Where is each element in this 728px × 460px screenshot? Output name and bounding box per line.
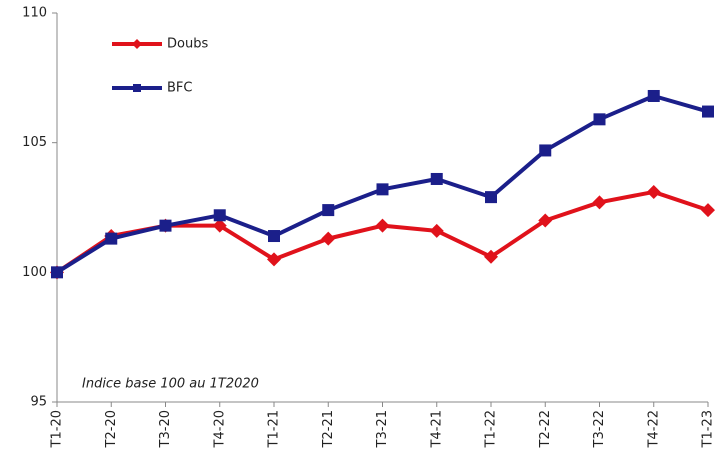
- marker: [268, 230, 280, 243]
- x-tick-label: T1-23: [701, 410, 716, 448]
- x-tick-label: T1-20: [50, 410, 65, 448]
- marker: [702, 105, 714, 118]
- marker: [429, 223, 444, 238]
- marker: [321, 231, 336, 246]
- marker: [538, 213, 553, 228]
- annotation: Indice base 100 au 1T2020: [82, 377, 259, 392]
- y-tick-label: 105: [22, 135, 47, 150]
- marker: [484, 249, 498, 264]
- x-tick-label: T2-22: [538, 410, 553, 448]
- y-tick-label: 100: [22, 265, 47, 280]
- x-tick-label: T4-21: [429, 410, 444, 448]
- marker: [212, 218, 227, 233]
- marker: [132, 39, 142, 49]
- marker: [593, 113, 606, 126]
- marker: [213, 209, 226, 222]
- x-tick-label: T1-22: [484, 410, 499, 448]
- y-tick-label: 95: [30, 395, 47, 410]
- legend-label: Doubs: [167, 37, 208, 52]
- x-tick-label: T2-20: [104, 410, 119, 448]
- marker: [375, 218, 390, 233]
- marker: [267, 252, 281, 267]
- marker: [159, 219, 172, 232]
- marker: [322, 204, 335, 217]
- marker: [105, 232, 118, 245]
- marker: [485, 191, 497, 204]
- marker: [430, 172, 443, 185]
- marker: [647, 89, 660, 102]
- marker: [376, 183, 389, 196]
- y-tick-label: 110: [22, 6, 47, 21]
- x-tick-label: T1-21: [267, 410, 282, 448]
- legend-label: BFC: [167, 81, 192, 96]
- marker: [51, 266, 63, 279]
- marker: [592, 195, 607, 210]
- x-tick-label: T2-21: [321, 410, 336, 448]
- x-tick-label: T3-20: [158, 410, 173, 448]
- x-tick-label: T3-21: [375, 410, 390, 448]
- marker: [701, 203, 715, 218]
- marker: [646, 184, 661, 199]
- marker: [133, 84, 141, 92]
- x-tick-label: T4-20: [212, 410, 227, 448]
- marker: [539, 144, 552, 157]
- x-tick-label: T3-22: [592, 410, 607, 448]
- x-tick-label: T4-22: [646, 410, 661, 448]
